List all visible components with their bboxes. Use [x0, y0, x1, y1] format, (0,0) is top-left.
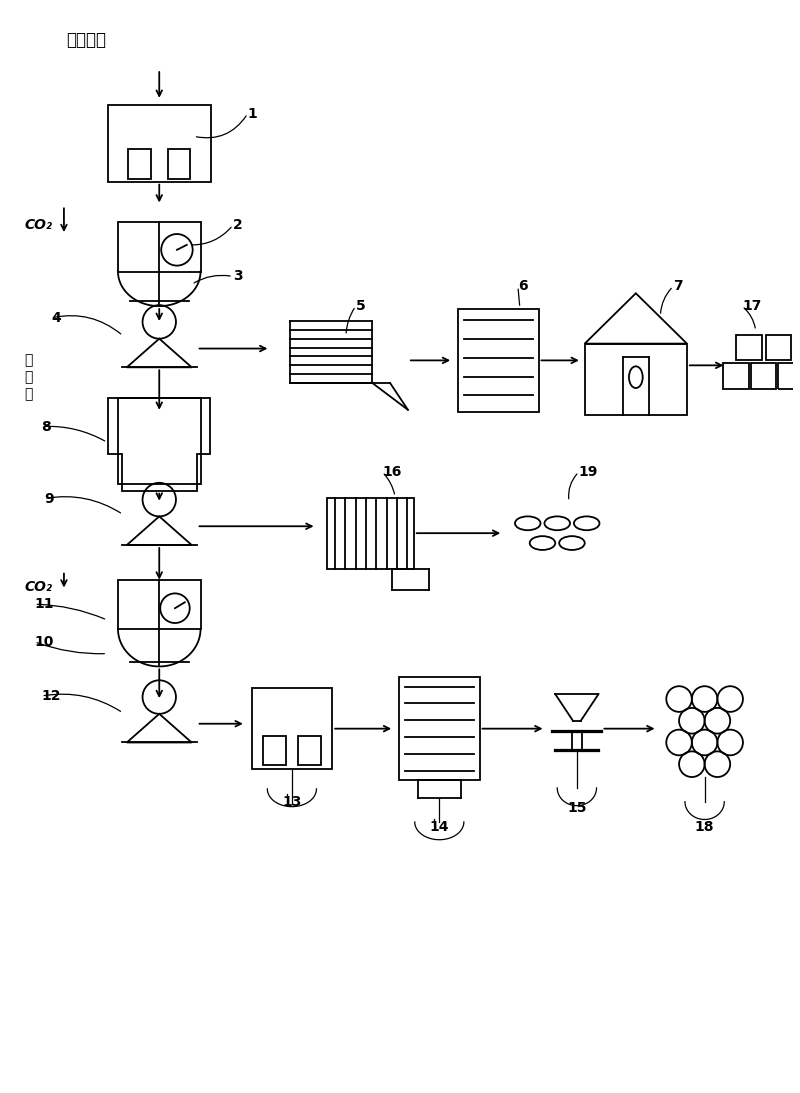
Text: 3: 3: [233, 270, 242, 283]
Text: 10: 10: [34, 635, 54, 649]
Text: 18: 18: [695, 821, 714, 834]
Text: 11: 11: [34, 597, 54, 611]
Bar: [263, 736, 286, 765]
Text: CO₂: CO₂: [25, 219, 53, 232]
Bar: [723, 363, 749, 389]
Bar: [128, 149, 151, 179]
Text: 5: 5: [356, 299, 366, 313]
Bar: [118, 398, 201, 484]
Text: 2: 2: [233, 219, 242, 232]
Bar: [458, 308, 538, 412]
Bar: [585, 343, 687, 414]
Text: 4: 4: [51, 310, 61, 325]
Bar: [118, 222, 201, 271]
Bar: [778, 363, 800, 389]
Text: 19: 19: [579, 465, 598, 479]
Text: 13: 13: [282, 795, 302, 809]
Text: 15: 15: [567, 801, 586, 814]
Text: 9: 9: [44, 492, 54, 506]
Text: 1: 1: [248, 107, 258, 120]
Bar: [252, 689, 332, 769]
Bar: [108, 105, 211, 181]
Bar: [298, 736, 321, 765]
Text: 17: 17: [742, 299, 762, 313]
Bar: [736, 334, 762, 361]
Bar: [751, 363, 776, 389]
Bar: [168, 149, 190, 179]
Text: 12: 12: [42, 689, 61, 703]
Bar: [766, 334, 791, 361]
Bar: [399, 677, 479, 780]
Text: 14: 14: [430, 821, 449, 834]
Text: 16: 16: [382, 465, 402, 479]
Bar: [118, 579, 201, 628]
Text: 氯碱盐泥: 氯碱盐泥: [66, 31, 106, 48]
Bar: [327, 497, 414, 568]
Text: 6: 6: [518, 280, 527, 293]
Text: 8: 8: [42, 420, 51, 434]
Text: 氯
化
锨: 氯 化 锨: [25, 353, 33, 401]
Text: 7: 7: [673, 280, 682, 293]
Text: CO₂: CO₂: [25, 580, 53, 595]
